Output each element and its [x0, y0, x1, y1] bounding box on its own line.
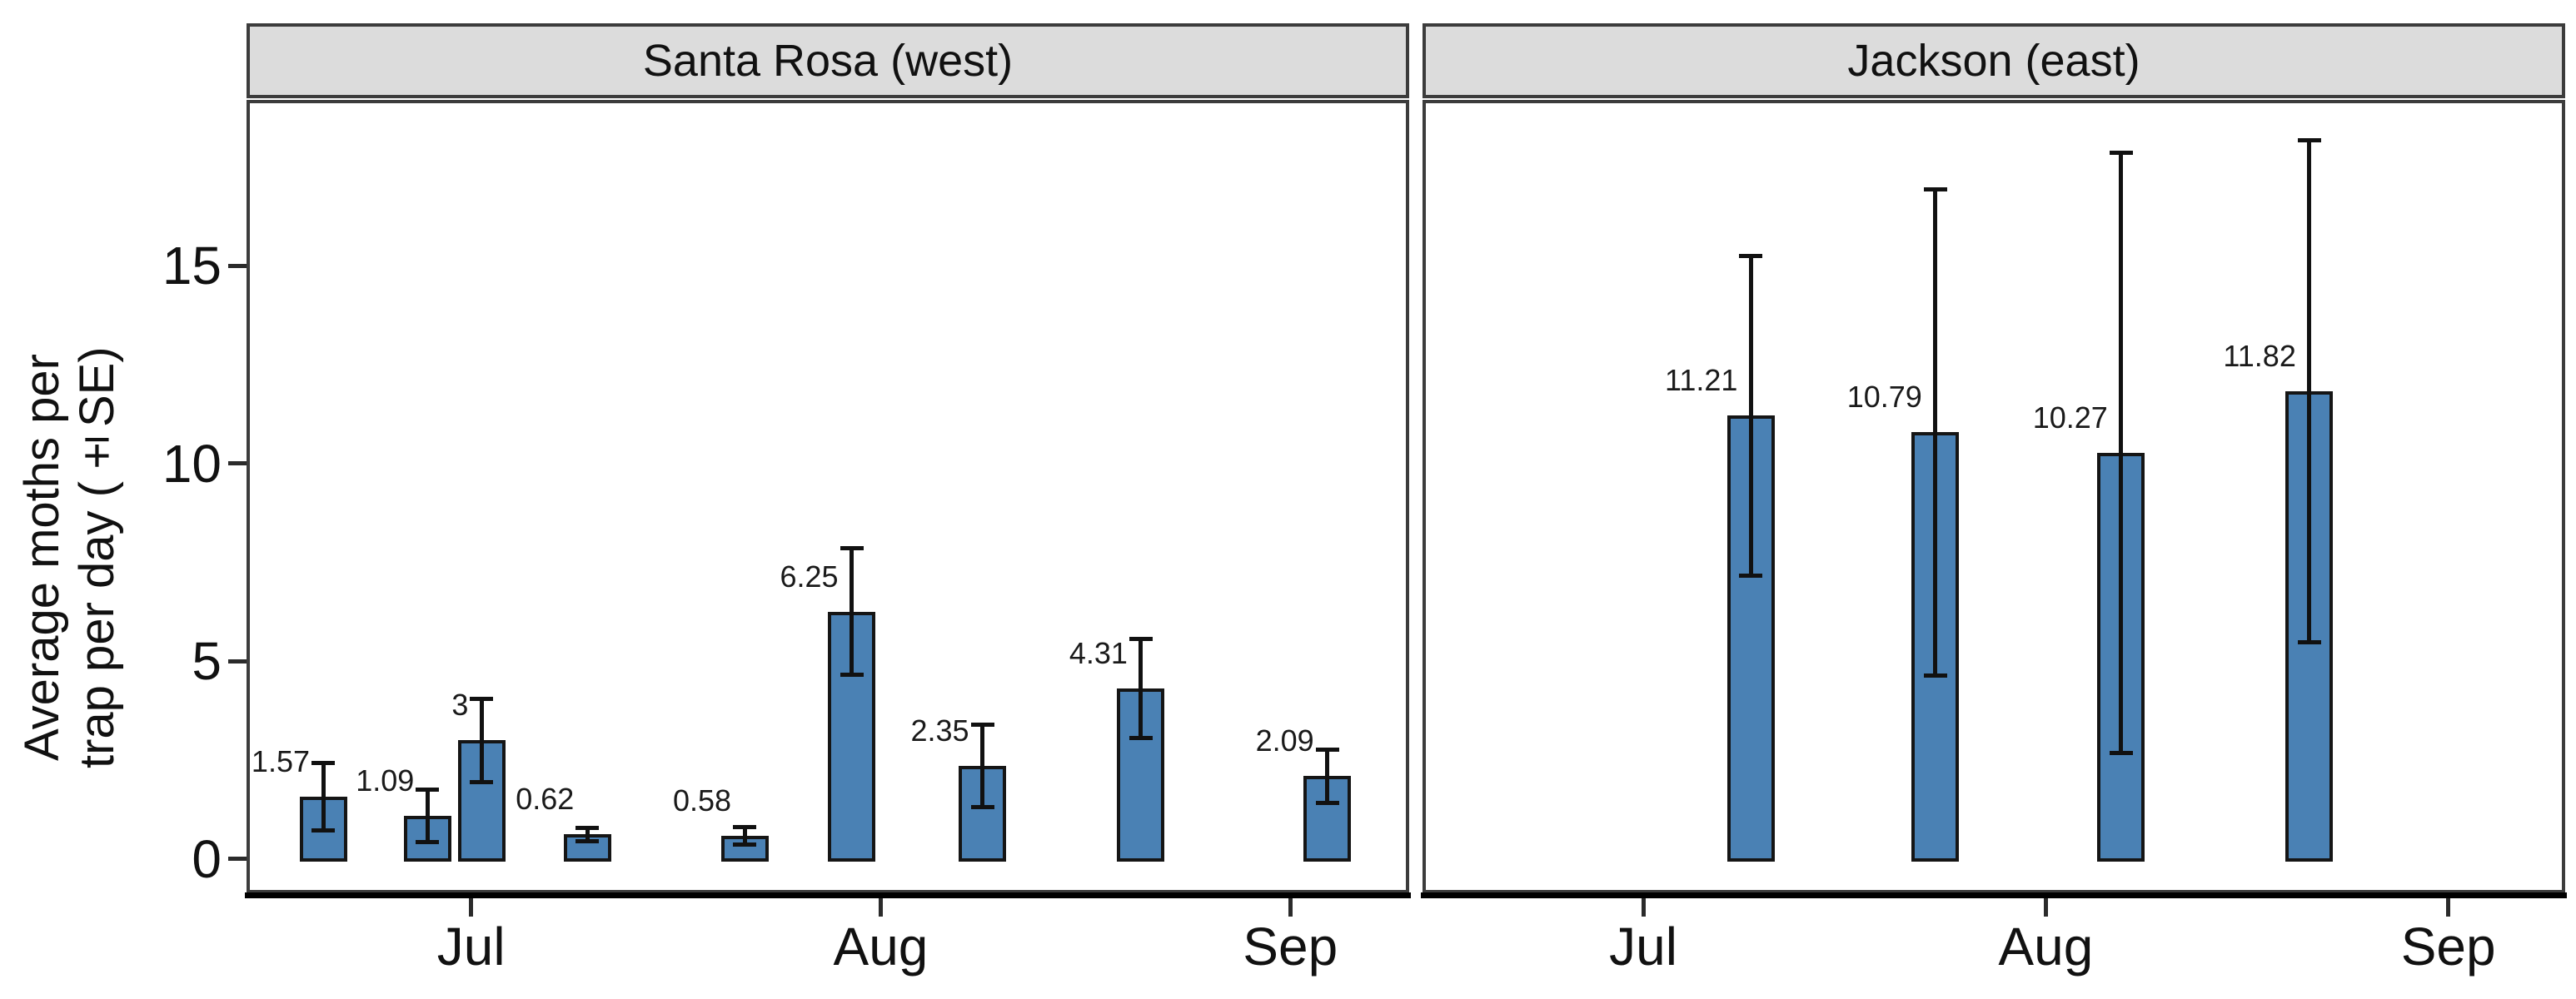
error-bar-line	[742, 827, 747, 845]
x-axis-line	[245, 892, 1411, 898]
error-bar-cap-top	[1129, 637, 1153, 642]
error-bar-cap-bottom	[840, 673, 864, 678]
error-bar-cap-bottom	[416, 839, 440, 844]
bar-value-label: 11.21	[1665, 363, 1738, 398]
y-tick-label: 0	[192, 828, 222, 889]
error-bar-line	[585, 828, 590, 842]
x-tick-mark	[878, 898, 883, 917]
bar-value-label: 6.25	[780, 559, 839, 594]
bar-value-label: 1.57	[251, 744, 310, 779]
bar-value-label: 1.09	[356, 763, 415, 798]
x-axis-line	[1421, 892, 2567, 898]
error-bar-cap-top	[1923, 186, 1947, 191]
error-bar-cap-bottom	[470, 779, 494, 784]
bar	[828, 611, 876, 862]
error-bar-line	[980, 724, 985, 808]
facet-strip-jackson: Jackson (east)	[1423, 23, 2565, 98]
bar-value-label: 10.79	[1846, 380, 1922, 415]
facet-strip-label: Jackson (east)	[1847, 36, 2140, 86]
x-tick-label: Jul	[436, 917, 506, 977]
bar-value-label: 2.35	[910, 713, 969, 748]
error-bar-cap-bottom	[1315, 801, 1339, 806]
error-bar-line	[1748, 256, 1753, 576]
error-bar-cap-top	[311, 761, 335, 766]
error-bar-cap-top	[733, 825, 757, 830]
error-bar-cap-bottom	[1129, 735, 1153, 740]
error-bar-cap-bottom	[311, 828, 335, 832]
error-bar-cap-bottom	[970, 805, 994, 810]
bar-value-label: 3	[451, 688, 469, 723]
y-tick-mark	[228, 857, 247, 862]
bar-value-label: 0.58	[672, 783, 732, 818]
x-tick-label: Jul	[1609, 917, 1677, 977]
error-bar-cap-top	[416, 788, 440, 793]
bar-value-label: 2.09	[1255, 723, 1314, 758]
x-tick-label: Aug	[833, 917, 929, 977]
x-tick-mark	[2043, 898, 2048, 917]
error-bar-line	[479, 698, 484, 783]
error-bar-line	[850, 548, 855, 675]
error-bar-cap-top	[2109, 150, 2133, 155]
error-bar-line	[2119, 152, 2124, 753]
error-bar-line	[425, 789, 430, 842]
x-tick-mark	[469, 898, 474, 917]
error-bar-cap-bottom	[1739, 574, 1763, 579]
error-bar-cap-top	[575, 825, 600, 830]
plot-panel-jackson	[1423, 100, 2565, 893]
y-tick-mark	[228, 461, 247, 466]
error-bar-cap-bottom	[1923, 673, 1947, 678]
x-tick-mark	[1288, 898, 1293, 917]
x-tick-label: Sep	[2400, 917, 2496, 977]
error-bar-cap-top	[470, 696, 494, 701]
error-bar-line	[2307, 140, 2312, 643]
bar-value-label: 10.27	[2032, 400, 2108, 435]
y-tick-mark	[228, 659, 247, 664]
x-tick-mark	[2446, 898, 2451, 917]
error-bar-cap-bottom	[733, 842, 757, 847]
error-bar-cap-bottom	[2109, 751, 2133, 756]
error-bar-cap-top	[840, 546, 864, 551]
error-bar-line	[1139, 639, 1144, 738]
y-tick-label: 10	[162, 433, 222, 494]
plot-panel-santa-rosa	[247, 100, 1409, 893]
error-bar-cap-top	[1315, 747, 1339, 752]
error-bar-line	[1325, 749, 1330, 803]
facet-strip-label: Santa Rosa (west)	[642, 36, 1014, 86]
error-bar-cap-bottom	[575, 838, 600, 843]
x-tick-label: Sep	[1243, 917, 1338, 977]
error-bar-cap-top	[1739, 253, 1763, 258]
bar-value-label: 0.62	[516, 782, 575, 817]
error-bar-cap-top	[2297, 138, 2321, 143]
error-bar-line	[1933, 189, 1938, 676]
x-tick-label: Aug	[1998, 917, 2094, 977]
y-tick-mark	[228, 263, 247, 268]
error-bar-cap-top	[970, 722, 994, 727]
x-tick-mark	[1641, 898, 1646, 917]
error-bar-line	[321, 763, 326, 831]
y-tick-label: 15	[162, 236, 222, 296]
bar-value-label: 11.82	[2223, 339, 2296, 374]
bar-value-label: 4.31	[1069, 636, 1128, 671]
y-tick-label: 5	[192, 631, 222, 692]
facet-strip-santa-rosa: Santa Rosa (west)	[247, 23, 1409, 98]
error-bar-cap-bottom	[2297, 640, 2321, 645]
